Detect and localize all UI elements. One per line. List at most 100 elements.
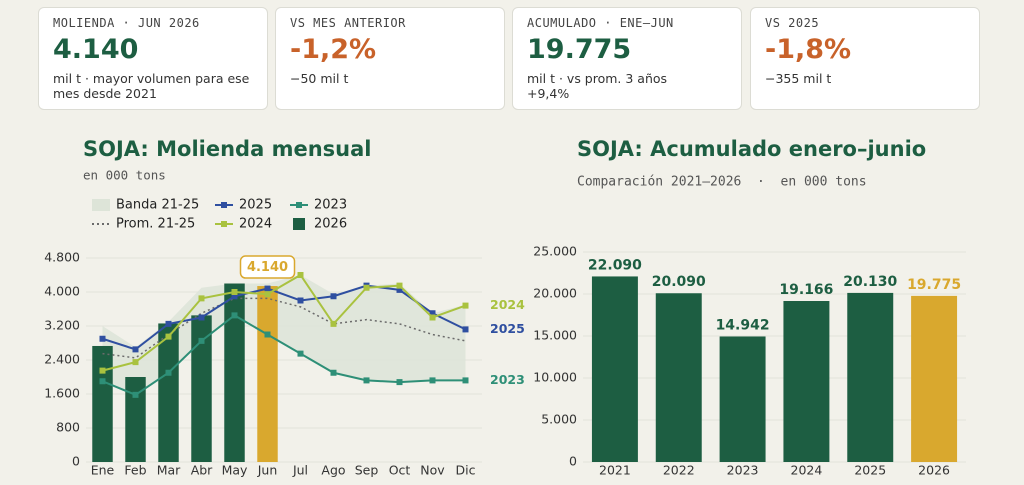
legend-label: Banda 21-25: [116, 198, 199, 213]
point: [99, 367, 106, 374]
x-tick-label: Sep: [355, 463, 379, 478]
data-label: 19.166: [779, 282, 833, 298]
bar: [591, 276, 638, 462]
data-label-box: [239, 255, 296, 279]
line: [102, 273, 466, 372]
kpi-note: mil t · mayor volumen para ese mes desde…: [53, 71, 250, 101]
point: [363, 377, 370, 384]
point: [429, 377, 436, 384]
x-tick-label: Oct: [389, 463, 411, 478]
legend-swatch: [221, 202, 227, 208]
x-tick-label: 2025: [854, 463, 886, 478]
x-tick-label: 2023: [727, 463, 759, 478]
x-tick-label: Ene: [91, 463, 115, 478]
bar: [158, 323, 179, 462]
bar: [655, 293, 702, 462]
point: [330, 320, 337, 327]
data-label: 4.140: [247, 260, 288, 275]
point: [297, 297, 304, 304]
point: [462, 302, 469, 309]
chart-title: SOJA: Molienda mensual: [83, 137, 371, 161]
kpi-value: 19.775: [527, 34, 632, 65]
kpi-card: VS MES ANTERIOR -1,2% −50 mil t: [275, 7, 505, 110]
kpi-card: ACUMULADO · ENE–JUN 19.775 mil t · vs pr…: [512, 7, 742, 110]
y-tick-label: 4.800: [44, 250, 80, 265]
kpi-value: 4.140: [53, 34, 139, 65]
point: [429, 314, 436, 321]
x-tick-label: Nov: [420, 463, 445, 478]
point: [165, 320, 172, 327]
point: [330, 293, 337, 300]
kpi-label: VS MES ANTERIOR: [290, 16, 406, 30]
range-band: [102, 275, 466, 395]
end-label: 2024: [490, 297, 525, 312]
point: [462, 377, 469, 384]
point: [264, 331, 271, 338]
point: [330, 369, 337, 376]
x-tick-label: 2026: [918, 463, 950, 478]
legend-swatch: [221, 221, 227, 227]
legend-label: Prom. 21-25: [116, 217, 195, 232]
bar: [125, 377, 146, 462]
y-tick-label: 800: [56, 420, 80, 435]
legend-label: 2026: [314, 217, 347, 232]
kpi-note: −50 mil t: [290, 71, 349, 86]
end-label: 2023: [490, 372, 525, 387]
point: [165, 333, 172, 340]
legend-swatch: [296, 202, 302, 208]
y-tick-label: 3.200: [44, 318, 80, 333]
line: [102, 284, 466, 351]
point: [198, 295, 205, 302]
x-tick-label: 2022: [663, 463, 695, 478]
point: [429, 310, 436, 317]
legend-label: 2024: [239, 217, 272, 232]
chart-title: SOJA: Acumulado enero–junio: [577, 137, 926, 161]
chart-subtitle: en 000 tons: [83, 168, 166, 183]
data-label: 22.090: [588, 257, 642, 273]
kpi-note: −355 mil t: [765, 71, 832, 86]
x-tick-label: Abr: [191, 463, 213, 478]
x-tick-label: Feb: [124, 463, 146, 478]
kpi-label: ACUMULADO · ENE–JUN: [527, 16, 674, 30]
end-label: 2025: [490, 321, 525, 336]
y-tick-label: 20.000: [533, 286, 577, 301]
point: [363, 284, 370, 291]
kpi-label: VS 2025: [765, 16, 820, 30]
x-tick-label: May: [222, 463, 248, 478]
x-tick-label: Dic: [456, 463, 476, 478]
data-label: 14.942: [716, 317, 770, 333]
bar: [257, 286, 278, 462]
point: [231, 312, 238, 319]
y-tick-label: 1.600: [44, 386, 80, 401]
point: [396, 286, 403, 293]
kpi-value: -1,2%: [290, 34, 377, 65]
data-label: 20.130: [843, 274, 897, 290]
bar: [783, 301, 830, 462]
bar: [224, 283, 245, 462]
bar: [911, 295, 958, 462]
y-tick-label: 2.400: [44, 352, 80, 367]
kpi-value: -1,8%: [765, 34, 852, 65]
y-tick-label: 0: [569, 454, 577, 469]
bar: [719, 336, 766, 462]
point: [264, 285, 271, 292]
bar: [847, 292, 894, 462]
point: [132, 346, 139, 353]
average-line: [102, 297, 466, 359]
x-tick-label: Ago: [321, 463, 345, 478]
bar: [92, 345, 113, 462]
point: [99, 335, 106, 342]
chart-subtitle: Comparación 2021–2026 · en 000 tons: [577, 175, 867, 190]
legend-label: 2023: [314, 198, 347, 213]
data-label: 20.090: [652, 274, 706, 290]
point: [396, 379, 403, 386]
line: [102, 314, 466, 396]
kpi-note: mil t · vs prom. 3 años +9,4%: [527, 71, 668, 101]
point: [198, 337, 205, 344]
kpi-card: MOLIENDA · JUN 2026 4.140 mil t · mayor …: [38, 7, 268, 110]
point: [231, 293, 238, 300]
point: [198, 314, 205, 321]
point: [132, 359, 139, 366]
point: [264, 291, 271, 298]
